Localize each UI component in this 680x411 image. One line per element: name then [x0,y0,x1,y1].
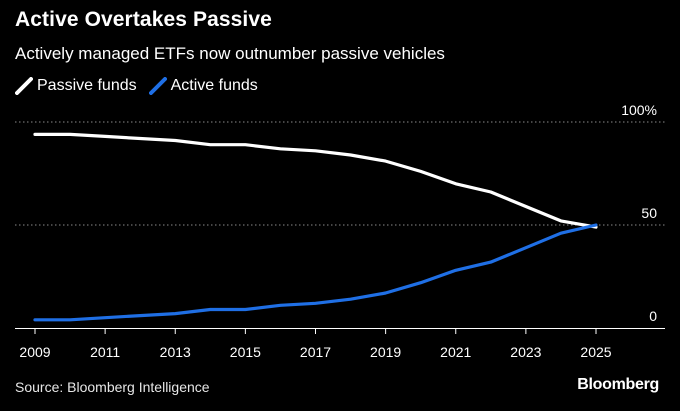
legend-swatch-passive [15,77,33,95]
legend: Passive funds Active funds [15,77,270,95]
x-tick-label-2019: 2019 [370,344,401,360]
legend-swatch-active [148,77,167,95]
legend-label-active: Active funds [170,77,258,94]
chart-title: Active Overtakes Passive [15,8,272,31]
y-tick-label-0: 0 [649,308,657,324]
legend-item-passive: Passive funds [15,77,137,95]
x-tick-label-2011: 2011 [90,344,120,360]
series-layer [33,132,598,322]
x-tick-label-2023: 2023 [510,344,541,360]
x-tick-label-2021: 2021 [440,344,471,360]
y-tick-label-100: 100% [621,102,657,118]
grid-layer [15,121,665,226]
x-tick-label-2013: 2013 [160,344,191,360]
bloomberg-logo: Bloomberg [577,376,659,393]
legend-item-active: Active funds [148,77,258,95]
x-axis: 2009 2011 2013 2015 2017 2019 2021 2023 2025 [15,328,665,360]
y-tick-label-50: 50 [641,205,657,221]
y-axis: 0 50 100% [621,102,657,324]
x-tick-label-2025: 2025 [580,344,611,360]
series-line-passive [33,132,598,229]
chart-subtitle: Actively managed ETFs now outnumber pass… [15,44,445,63]
x-tick-label-2017: 2017 [300,344,331,360]
x-tick-label-2015: 2015 [230,344,261,360]
x-tick-label-2009: 2009 [19,344,50,360]
source-note: Source: Bloomberg Intelligence [15,379,210,395]
series-line-active [33,223,598,322]
legend-label-passive: Passive funds [37,77,137,94]
